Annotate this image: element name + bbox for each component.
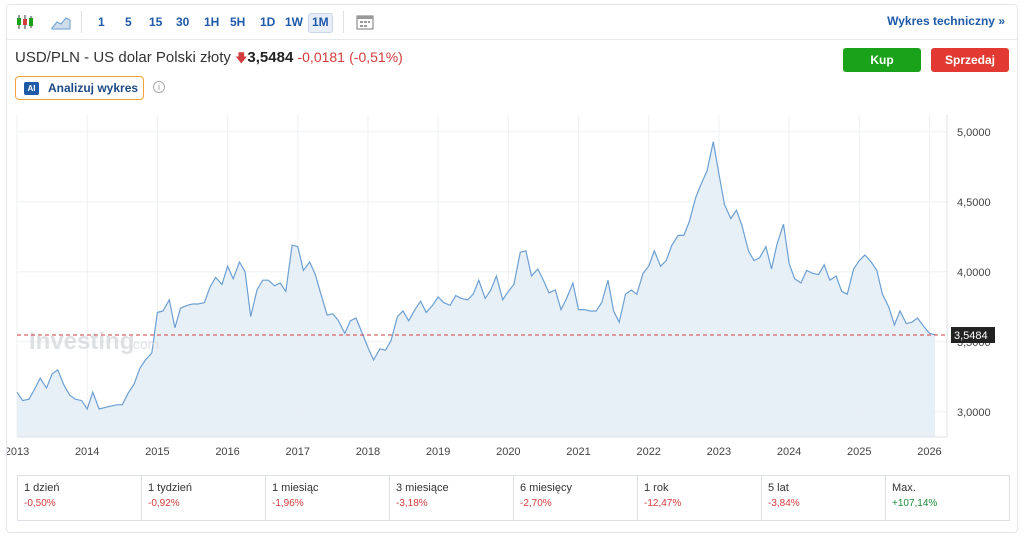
analyze-chart-label: Analizuj wykres [48, 81, 139, 95]
performance-cell: 1 tydzień -0,92% [142, 476, 266, 520]
y-tick-label: 5,0000 [957, 127, 991, 139]
x-tick-label: 2024 [777, 446, 801, 458]
toolbar-separator [343, 11, 344, 33]
last-price-label-group: 3,5484 [951, 327, 995, 344]
y-tick-label: 4,5000 [957, 197, 991, 209]
x-tick-label: 2016 [215, 446, 239, 458]
x-tick-label: 2022 [636, 446, 660, 458]
performance-period: 5 lat [768, 482, 789, 494]
candlestick-icon[interactable] [13, 11, 37, 33]
performance-cell: 1 miesiąc -1,96% [266, 476, 390, 520]
x-tick-label: 2018 [356, 446, 380, 458]
toolbar-separator [81, 11, 82, 33]
performance-cell: 1 rok -12,47% [638, 476, 762, 520]
timeframe-5[interactable]: 5 [125, 15, 132, 29]
performance-period: 3 miesiące [396, 482, 449, 494]
performance-table: 1 dzień -0,50% 1 tydzień -0,92% 1 miesiąc -1,… [17, 475, 1010, 521]
chart-toolbar: 1 5 15 30 1H 5H 1D 1W 1M Wykres technicz… [7, 5, 1017, 40]
arrow-down-icon: 🡇 [235, 51, 248, 65]
performance-value: -0,50% [24, 498, 56, 509]
performance-value: -3,84% [768, 498, 800, 509]
technical-chart-link[interactable]: Wykres techniczny » [887, 14, 1005, 28]
x-tick-label: 2019 [426, 446, 450, 458]
timeframe-1d[interactable]: 1D [260, 15, 276, 29]
double-chevron-right-icon: » [998, 14, 1005, 28]
x-tick-label: 2021 [566, 446, 590, 458]
performance-value: -1,96% [272, 498, 304, 509]
instrument-price: 3,5484 [247, 49, 294, 66]
performance-cell: Max. +107,14% [886, 476, 1009, 520]
performance-value: -0,92% [148, 498, 180, 509]
analyze-chart-button[interactable]: AI Analizuj wykres [15, 76, 144, 100]
timeframe-30[interactable]: 30 [176, 15, 190, 29]
performance-value: +107,14% [892, 498, 938, 509]
chart-axes: 2013 2014 2015 2016 2017 2018 2019 2020 2021 2022… [7, 115, 991, 458]
chart-widget: 1 5 15 30 1H 5H 1D 1W 1M Wykres technicz… [6, 4, 1018, 533]
sell-button[interactable]: Sprzedaj [931, 48, 1009, 72]
performance-period: 1 dzień [24, 482, 60, 494]
price-chart: Investing .com 2013 2014 2015 2016 2017 2018 2… [7, 115, 995, 458]
instrument-name: USD/PLN - US dolar Polski złoty [15, 49, 231, 66]
performance-cell: 5 lat -3,84% [762, 476, 886, 520]
last-price-label: 3,5484 [954, 330, 988, 342]
performance-value: -12,47% [644, 498, 682, 509]
y-tick-label: 4,0000 [957, 267, 991, 279]
timeframe-1m[interactable]: 1M [308, 13, 333, 33]
performance-period: 1 tydzień [148, 482, 193, 494]
timeframe-1[interactable]: 1 [98, 15, 105, 29]
timeframe-15[interactable]: 15 [149, 15, 163, 29]
ai-icon: AI [24, 81, 39, 95]
calendar-icon[interactable] [353, 11, 377, 33]
performance-period: 1 miesiąc [272, 482, 319, 494]
performance-cell: 6 miesięcy -2,70% [514, 476, 638, 520]
price-line [16, 141, 936, 411]
performance-cell: 1 dzień -0,50% [18, 476, 142, 520]
x-tick-label: 2023 [707, 446, 731, 458]
price-area-fill [17, 141, 936, 437]
watermark-logo: Investing [29, 328, 134, 355]
performance-value: -3,18% [396, 498, 428, 509]
performance-period: 1 rok [644, 482, 669, 494]
x-tick-label: 2015 [145, 446, 169, 458]
x-tick-label: 2014 [75, 446, 99, 458]
buy-button[interactable]: Kup [843, 48, 921, 72]
area-chart-icon[interactable] [49, 11, 73, 33]
x-tick-label: 2020 [496, 446, 520, 458]
instrument-change: -0,0181 [297, 49, 345, 65]
timeframe-1h[interactable]: 1H [204, 15, 220, 29]
timeframe-5h[interactable]: 5H [230, 15, 246, 29]
performance-cell: 3 miesiące -3,18% [390, 476, 514, 520]
x-tick-label: 2017 [286, 446, 310, 458]
instrument-header: USD/PLN - US dolar Polski złoty 🡇3,5484 … [15, 49, 403, 70]
timeframe-1w[interactable]: 1W [285, 15, 303, 29]
technical-chart-label: Wykres techniczny [887, 14, 995, 28]
watermark-suffix: .com [129, 336, 159, 352]
last-price-badge [951, 327, 995, 344]
instrument-change-pct: (-0,51%) [349, 49, 403, 65]
x-tick-label: 2026 [917, 446, 941, 458]
y-tick-label: 3,0000 [957, 407, 991, 419]
info-icon[interactable]: i [153, 81, 165, 93]
x-tick-label: 2025 [847, 446, 871, 458]
performance-period: 6 miesięcy [520, 482, 572, 494]
x-tick-label: 2013 [7, 446, 29, 458]
performance-period: Max. [892, 482, 916, 494]
performance-value: -2,70% [520, 498, 552, 509]
